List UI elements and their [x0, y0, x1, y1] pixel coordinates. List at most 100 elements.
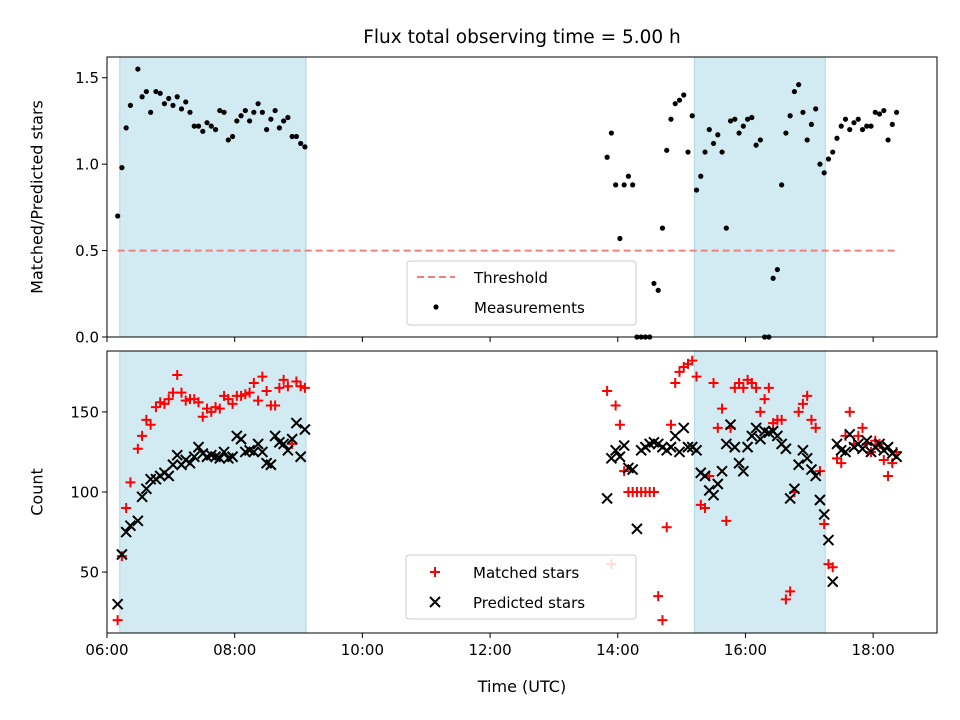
matched-star-point: [776, 414, 787, 425]
measurement-point: [604, 154, 610, 160]
measurement-point: [242, 107, 248, 114]
predicted-star-point: [890, 451, 903, 463]
predicted-star-point: [290, 417, 303, 429]
measurement-point: [191, 123, 197, 129]
measurement-point: [821, 170, 827, 176]
measurement-point: [749, 114, 755, 121]
measurement-point: [289, 133, 295, 140]
measurement-point: [813, 106, 819, 112]
predicted-star-point: [839, 446, 852, 458]
measurement-point: [268, 116, 274, 122]
matched-star-point: [261, 386, 272, 397]
predicted-star-point: [277, 438, 290, 450]
measurement-point: [719, 149, 725, 155]
matched-star-point: [802, 390, 813, 401]
predicted-star-point: [784, 492, 796, 505]
measurement-point: [157, 90, 163, 96]
measurement-point: [796, 82, 802, 88]
measurement-point: [881, 107, 887, 114]
measurement-point: [736, 130, 742, 136]
observing-window-1: [119, 350, 307, 634]
predicted-star-point: [873, 438, 886, 450]
predicted-star-point: [614, 451, 626, 463]
measurement-point: [847, 126, 853, 133]
measurement-point: [830, 149, 836, 155]
predicted-star-point: [792, 459, 805, 471]
matched-star-point: [282, 381, 293, 392]
legend-matched-label: Matched stars: [473, 564, 579, 582]
predicted-star-point: [682, 441, 694, 453]
matched-star-point: [806, 414, 817, 425]
predicted-star-point: [626, 463, 639, 476]
predicted-star-point: [167, 459, 179, 471]
matched-star-point: [780, 594, 791, 605]
measurement-point: [804, 137, 810, 143]
predicted-star-point: [171, 449, 183, 461]
predicted-star-point: [184, 457, 196, 469]
measurement-point: [630, 182, 636, 188]
matched-star-point: [167, 387, 178, 398]
matched-star-point: [883, 470, 894, 481]
matched-star-point: [810, 422, 821, 433]
legend-box: [405, 554, 637, 620]
measurement-point: [655, 287, 661, 293]
predicted-star-point: [737, 465, 750, 477]
predicted-star-point: [690, 444, 703, 457]
predicted-star-point: [827, 576, 839, 588]
measurement-point: [744, 116, 751, 122]
measurement-point: [229, 133, 236, 140]
measurement-point: [276, 125, 282, 131]
observing-window-2: [693, 56, 826, 338]
predicted-star-point: [136, 491, 148, 503]
measurement-point: [740, 123, 746, 129]
predicted-star-point: [132, 515, 144, 527]
measurement-point: [842, 116, 849, 122]
matched-star-point: [257, 371, 268, 382]
measurement-point: [302, 144, 308, 150]
predicted-star-point: [805, 463, 818, 476]
measurement-point: [783, 130, 789, 136]
predicted-star-point: [788, 483, 801, 495]
measurement-point: [178, 106, 185, 112]
y-tick-label: 50: [80, 564, 99, 582]
predicted-star-point: [218, 446, 230, 458]
measurement-point: [753, 142, 759, 148]
matched-star-point: [610, 400, 621, 411]
measurement-point: [259, 109, 265, 115]
x-tick-label: 12:00: [468, 641, 511, 659]
x-tick-label: 06:00: [85, 641, 128, 659]
measurement-point: [659, 225, 666, 231]
observing-windows-top: [119, 56, 826, 338]
measurement-point: [825, 156, 832, 162]
predicted-star-point: [844, 428, 856, 441]
matched-star-point: [274, 382, 285, 393]
x-tick-label: 18:00: [852, 641, 895, 659]
measurement-point: [851, 120, 857, 126]
measurement-point: [225, 137, 231, 143]
matched-star-point: [614, 419, 625, 430]
predicted-star-point: [163, 470, 175, 482]
measurement-point: [791, 88, 798, 95]
measurement-point: [298, 140, 304, 147]
measurement-point: [885, 137, 891, 143]
matched-star-point: [253, 395, 264, 406]
matched-star-point: [793, 406, 804, 417]
predicted-star-point: [707, 489, 720, 501]
legend-matched-swatch: [430, 567, 440, 577]
predicted-star-point: [124, 519, 137, 532]
count-legend: Matched stars Predicted stars: [405, 554, 637, 620]
measurement-point: [148, 109, 154, 115]
matched-star-point: [244, 387, 255, 398]
measurement-point: [208, 123, 214, 129]
measurement-point: [889, 121, 895, 128]
measurement-point: [119, 165, 125, 171]
matched-star-point: [797, 398, 808, 409]
measurement-point: [139, 94, 145, 100]
matched-star-point: [827, 562, 838, 573]
predicted-star-point: [733, 457, 745, 469]
matched-star-point: [712, 422, 723, 433]
measurement-point: [281, 118, 287, 124]
matched-star-point: [665, 419, 676, 430]
predicted-star-point: [780, 443, 792, 455]
